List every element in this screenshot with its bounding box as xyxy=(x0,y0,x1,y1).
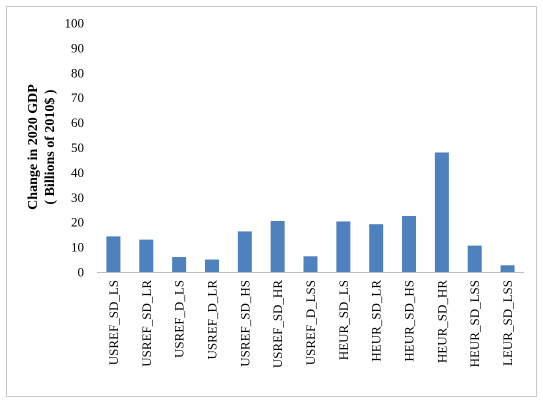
x-axis-ticks: USREF_SD_LS USREF_SD_LR USREF_D_LS USREF_D_… xyxy=(106,280,515,368)
bar-leur-sd-lss xyxy=(500,265,515,272)
x-tick-label: USREF_SD_HR xyxy=(270,280,285,368)
bar-usref-sd-ls xyxy=(106,236,121,272)
bar-usref-d-ls xyxy=(172,257,187,272)
x-tick-label: HEUR_SD_HS xyxy=(402,280,417,362)
x-tick-label: HEUR_SD_HR xyxy=(434,280,449,363)
y-axis-label-line1: Change in 2020 GDP xyxy=(26,84,41,210)
x-tick-label: USREF_SD_LR xyxy=(139,280,154,367)
y-tick-label: 90 xyxy=(71,40,84,55)
y-tick-label: 30 xyxy=(71,190,84,205)
y-tick-label: 70 xyxy=(71,90,84,105)
y-tick-label: 10 xyxy=(71,240,84,255)
bar-usref-d-lss xyxy=(303,256,318,272)
bar-heur-sd-lss xyxy=(467,245,482,272)
x-tick-label: USREF_D_LSS xyxy=(303,280,318,365)
y-tick-label: 80 xyxy=(71,65,84,80)
bar-usref-sd-lr xyxy=(139,239,154,272)
y-tick-label: 100 xyxy=(65,16,85,31)
x-tick-label: HEUR_SD_LR xyxy=(369,280,384,362)
bar-heur-sd-lr xyxy=(369,224,384,272)
x-tick-label: HEUR_SD_LSS xyxy=(467,280,482,367)
bar-usref-sd-hs xyxy=(237,231,252,272)
bar-usref-sd-hr xyxy=(270,220,285,272)
x-tick-label: LEUR_SD_LSS xyxy=(500,280,515,366)
bar-heur-sd-hs xyxy=(402,215,417,272)
y-axis-ticks: 0 10 20 30 40 50 60 70 80 90 100 xyxy=(65,16,85,280)
y-tick-label: 20 xyxy=(71,215,84,230)
x-tick-label: USREF_D_LS xyxy=(172,280,187,358)
x-tick-label: USREF_D_LR xyxy=(204,280,219,360)
x-tick-label: HEUR_SD_LS xyxy=(336,280,351,360)
y-axis-label: Change in 2020 GDP ( Billions of 2010$ ) xyxy=(26,84,58,210)
y-tick-label: 0 xyxy=(78,265,85,280)
x-tick-label: USREF_SD_LS xyxy=(106,280,121,365)
bar-heur-sd-ls xyxy=(336,221,351,272)
y-axis-label-line2: ( Billions of 2010$ ) xyxy=(43,89,58,204)
bar-series xyxy=(106,152,515,272)
y-tick-label: 40 xyxy=(71,165,84,180)
y-tick-label: 60 xyxy=(71,115,84,130)
x-tick-label: USREF_SD_HS xyxy=(237,280,252,367)
y-tick-label: 50 xyxy=(71,140,84,155)
bar-heur-sd-hr xyxy=(434,152,449,272)
bar-usref-d-lr xyxy=(204,259,219,272)
